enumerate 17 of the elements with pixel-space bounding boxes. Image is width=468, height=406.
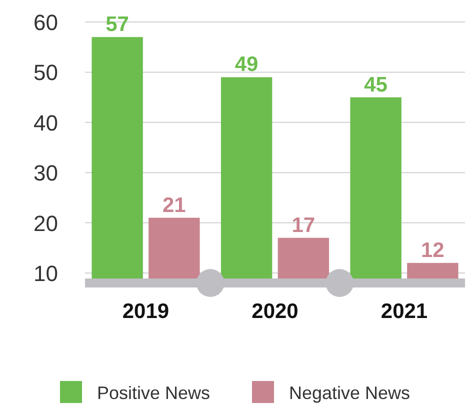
data-label: 21	[162, 194, 186, 217]
x-tick-label: 2020	[252, 300, 298, 323]
data-label: 12	[421, 238, 444, 262]
y-tick-label: 60	[34, 10, 58, 35]
y-tick-label: 50	[34, 60, 58, 86]
data-label: 57	[106, 13, 129, 36]
legend-label: Negative News	[289, 383, 410, 403]
data-label: 17	[292, 214, 316, 237]
y-tick-label: 10	[34, 260, 58, 286]
x-tick-label: 2021	[380, 300, 428, 323]
y-tick-label: 40	[34, 110, 58, 136]
data-label: 45	[364, 73, 388, 96]
data-label: 49	[234, 53, 258, 76]
y-tick-label: 20	[34, 210, 58, 236]
y-tick-label: 30	[34, 160, 58, 186]
legend-label: Positive News	[97, 383, 210, 403]
x-tick-label: 2019	[122, 300, 170, 323]
